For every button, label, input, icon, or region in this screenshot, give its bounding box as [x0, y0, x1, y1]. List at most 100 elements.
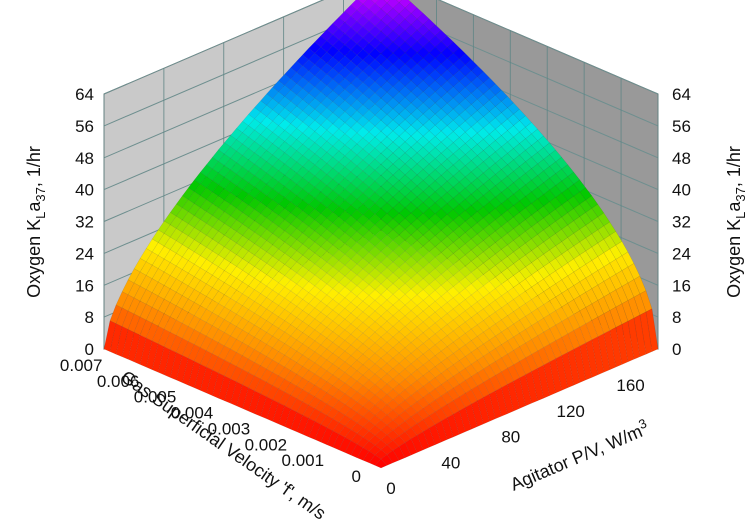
surface-cell [308, 75, 322, 88]
z-tick-label-right: 0 [672, 340, 681, 359]
surface-cell [404, 405, 418, 417]
surface-cell [627, 317, 641, 360]
surface-cell [314, 80, 328, 93]
surface-cell [260, 217, 273, 230]
surface-cell [218, 176, 231, 189]
z-axis-title-right: Oxygen KLa37, 1/hr [724, 146, 748, 298]
surface-cell [284, 358, 297, 371]
surface-cell [308, 421, 322, 440]
y-tick-label: 120 [556, 402, 584, 421]
surface-cell [302, 148, 316, 161]
surface-cell [440, 417, 454, 440]
surface-cell [236, 317, 249, 331]
surface-cell [218, 223, 231, 236]
surface-cell [296, 121, 309, 134]
surface-cell [188, 227, 201, 240]
surface-cell [308, 285, 322, 298]
surface-cell [290, 272, 303, 285]
surface-cell [284, 324, 297, 337]
surface-cell [374, 186, 388, 198]
surface-cell [507, 311, 520, 325]
surface-cell [236, 329, 249, 343]
surface-cell [230, 173, 243, 186]
surface-cell [380, 331, 394, 343]
surface-cell [254, 328, 267, 341]
surface-cell [296, 76, 309, 89]
surface-cell [314, 91, 328, 104]
surface-cell [465, 403, 478, 430]
y-tick-label: 160 [616, 376, 644, 395]
surface-cell [489, 151, 502, 164]
surface-cell [383, 0, 391, 4]
z-tick-label-left: 0 [85, 340, 94, 359]
surface-cell [302, 48, 316, 60]
surface-cell [224, 146, 237, 159]
surface-cell [495, 357, 508, 373]
z-tick-label-right: 40 [672, 181, 691, 200]
surface-cell [404, 135, 418, 148]
surface-cell [284, 257, 297, 269]
surface-cell [380, 320, 394, 333]
surface-cell [422, 273, 436, 285]
surface-cell [422, 381, 436, 394]
surface-cell [422, 262, 436, 274]
surface-cell [489, 230, 502, 243]
surface-cell [212, 342, 225, 358]
surface-cell [398, 250, 412, 263]
x-tick-label: 0.007 [60, 356, 103, 375]
surface-cell [591, 242, 605, 257]
surface-cell [127, 332, 141, 363]
y-tick-label: 80 [501, 428, 520, 447]
surface-cell [218, 306, 231, 320]
surface-cell [368, 425, 382, 436]
surface-cell [314, 169, 328, 181]
surface-cell [320, 96, 334, 109]
surface-cell [206, 238, 219, 252]
surface-cell [338, 393, 352, 405]
surface-cell [284, 67, 297, 80]
z-tick-label-left: 48 [75, 149, 94, 168]
surface-cell [236, 384, 249, 409]
surface-cell [302, 70, 316, 83]
surface-cell [422, 218, 436, 231]
surface-cell [434, 141, 448, 154]
surface-cell [344, 408, 358, 420]
surface-cell [302, 59, 316, 72]
surface-cell [398, 442, 412, 458]
surface-cell [396, 0, 402, 3]
surface-cell [428, 35, 442, 48]
surface-cell [236, 305, 249, 319]
surface-cell [465, 364, 478, 377]
surface-cell [543, 343, 556, 363]
surface-cell [453, 259, 466, 272]
surface-cell [453, 292, 466, 305]
surface-cell [404, 35, 418, 48]
surface-cell [218, 199, 231, 213]
surface-cell [163, 262, 177, 276]
surface-cell [380, 158, 394, 170]
surface-cell [398, 30, 412, 42]
surface-cell [290, 411, 303, 433]
y-axis-title: Agitator P/V, W/m3 [506, 415, 652, 494]
surface-cell [465, 272, 478, 284]
z-tick-label-left: 32 [75, 213, 94, 232]
surface-cell [489, 94, 502, 107]
surface-cell [368, 202, 382, 215]
surface-cell [284, 235, 297, 247]
surface-cell [260, 297, 273, 310]
surface-cell [266, 233, 279, 246]
surface-cell [350, 443, 364, 458]
surface-cell [218, 246, 231, 259]
z-tick-label-right: 16 [672, 276, 691, 295]
surface-cell [326, 430, 340, 448]
surface-cell [525, 214, 538, 228]
surface-cell [338, 286, 352, 298]
z-tick-label-left: 40 [75, 181, 94, 200]
surface-cell [567, 233, 580, 247]
surface-cell [296, 99, 309, 112]
z-tick-label-left: 64 [75, 85, 94, 104]
surface-cell [459, 276, 472, 289]
z-tick-label-right: 48 [672, 149, 691, 168]
surface-cell [368, 278, 382, 290]
surface-cell [290, 398, 303, 413]
